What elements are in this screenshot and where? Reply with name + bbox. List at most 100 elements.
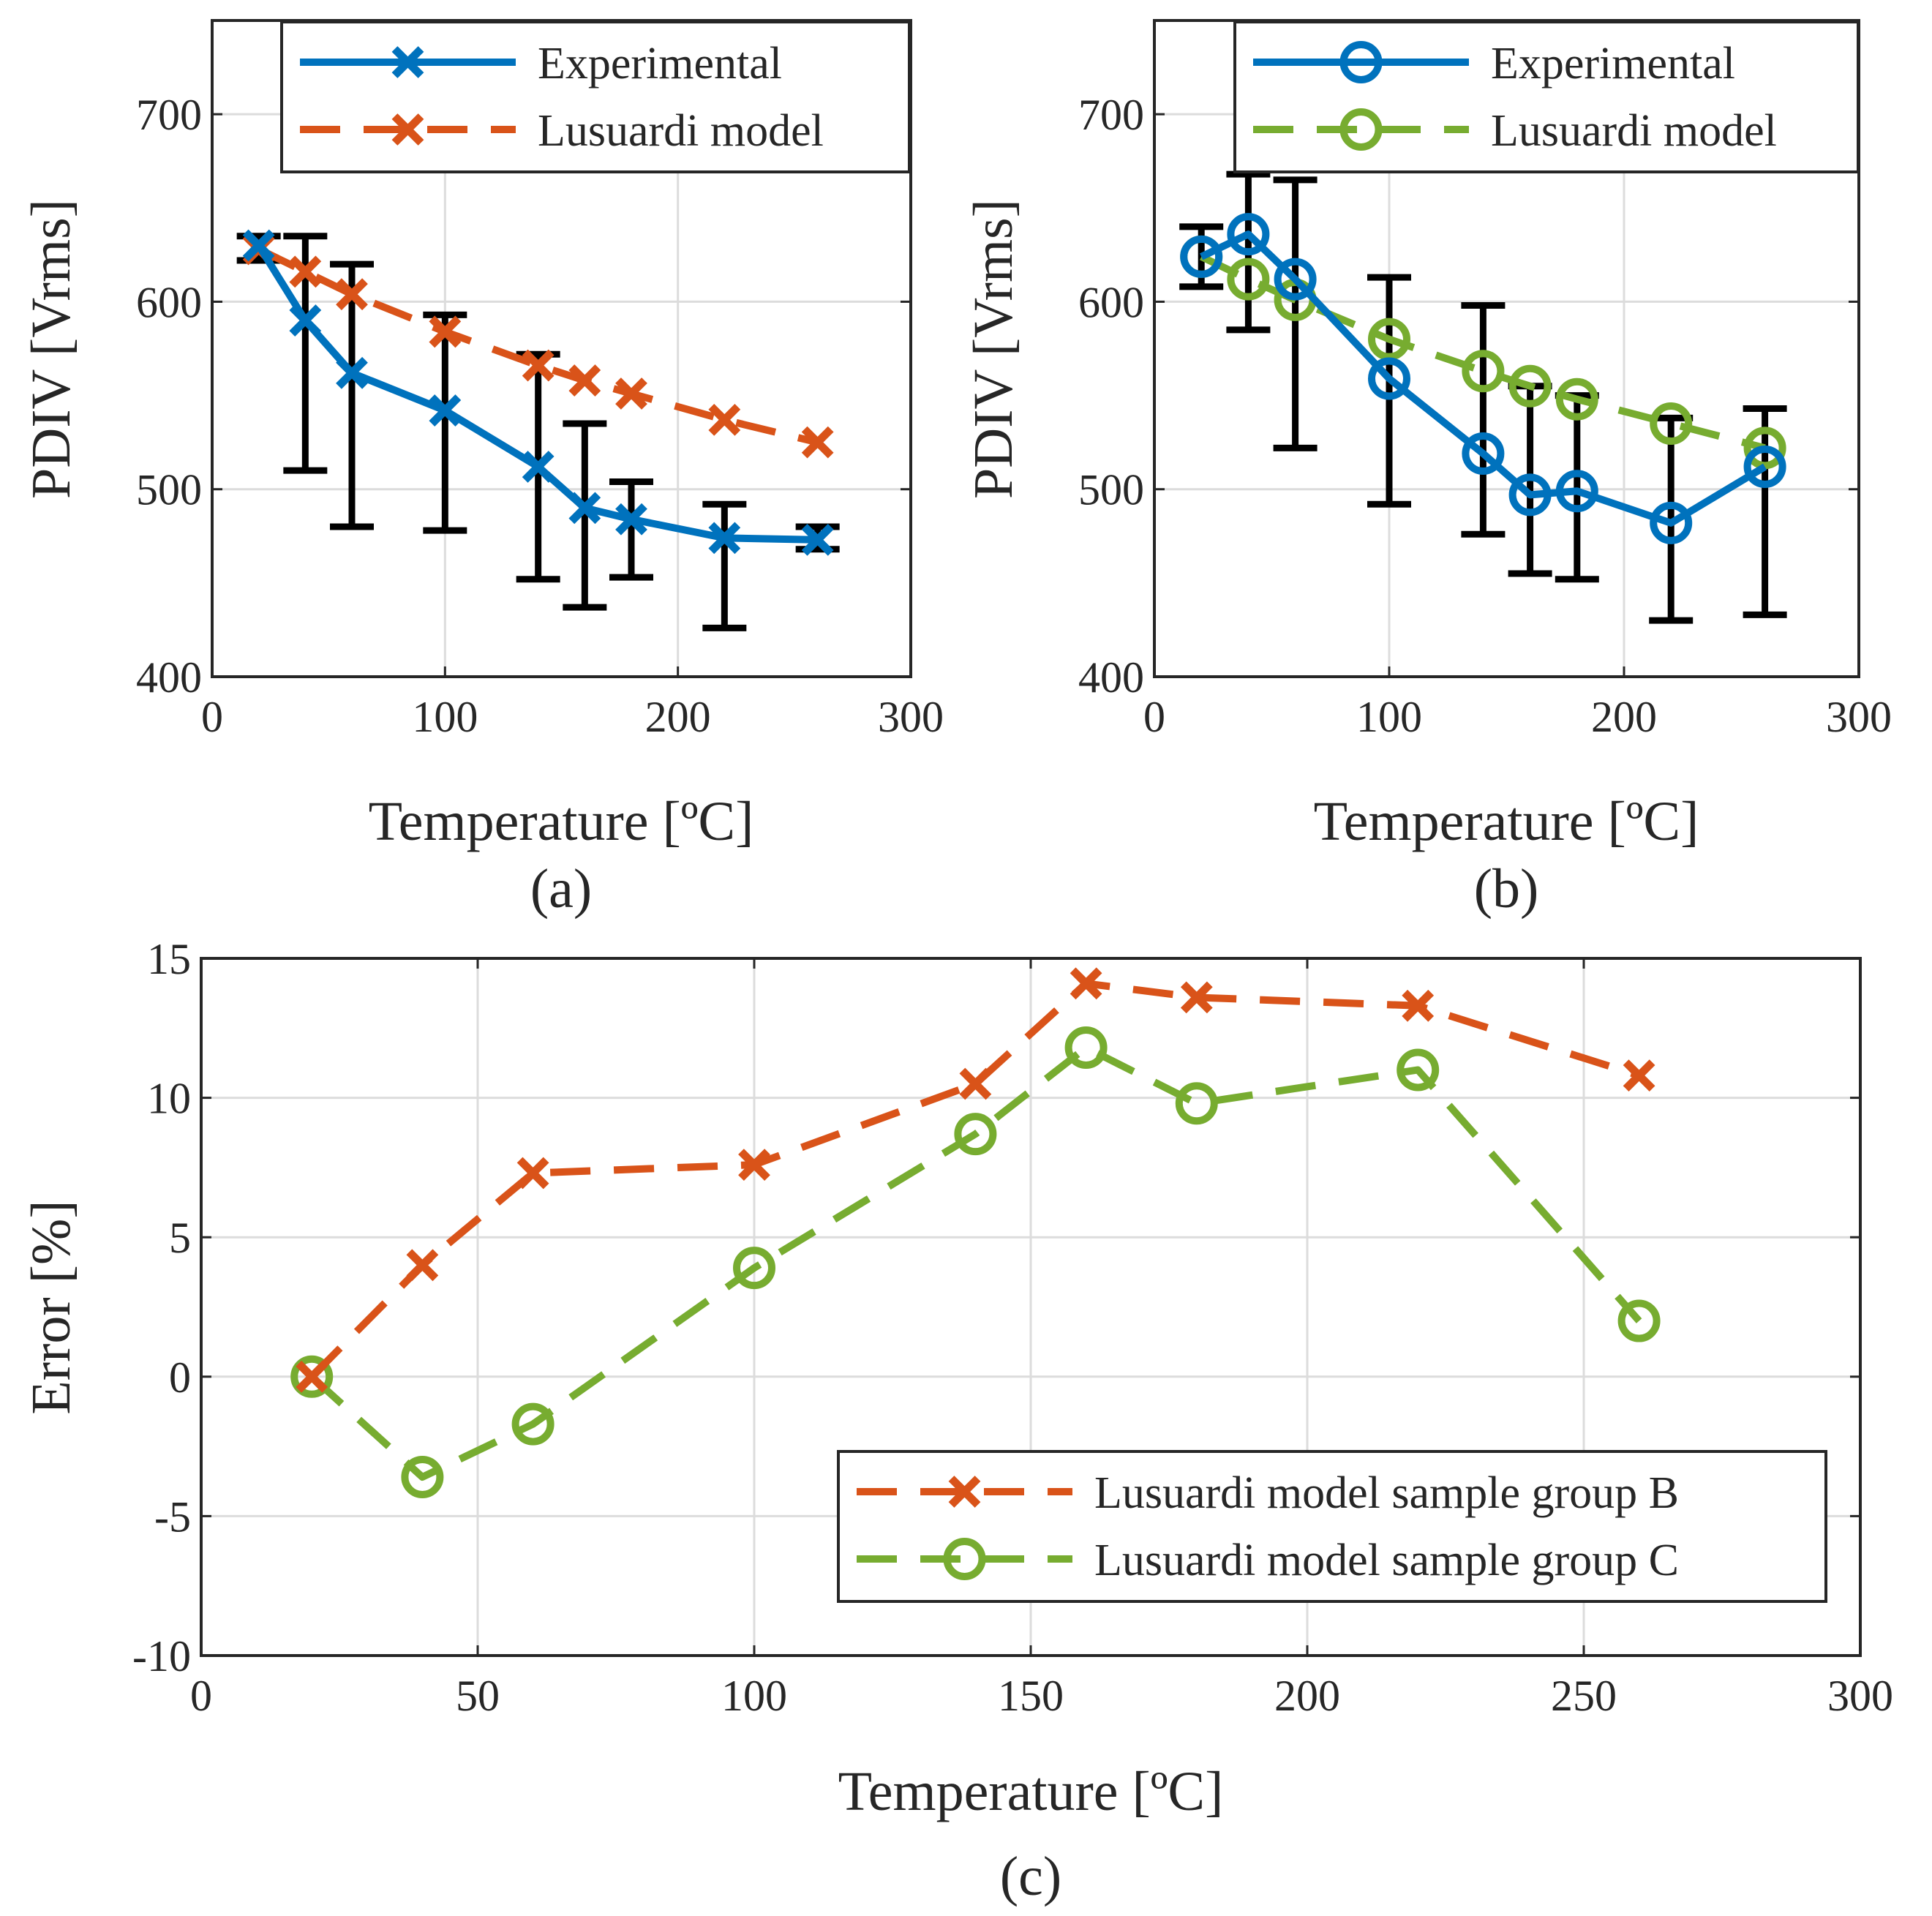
x-axis-label: Temperature [ºC]	[369, 791, 754, 852]
x-tick-label: 0	[190, 1672, 212, 1720]
y-tick-label: 400	[1078, 653, 1144, 702]
y-axis-label: PDIV [Vrms]	[20, 199, 82, 499]
y-tick-label: 5	[169, 1214, 191, 1262]
y-axis-label: Error [%]	[20, 1200, 82, 1414]
data-point	[1274, 258, 1317, 301]
error-bar	[609, 478, 653, 581]
data-point	[1462, 350, 1505, 393]
data-point	[1650, 402, 1693, 446]
data-point	[289, 255, 322, 288]
data-point	[429, 315, 462, 348]
data-point	[1180, 981, 1213, 1014]
y-tick-label: -5	[154, 1492, 191, 1541]
error-bar	[1461, 302, 1506, 538]
data-point	[290, 1355, 334, 1398]
data-point	[1555, 470, 1598, 513]
chart-panel-b: 0 100 200 300 400 500 600 700 Experimental Lusuar…	[963, 19, 1892, 920]
data-point	[1650, 501, 1693, 544]
legend-box	[837, 1450, 1827, 1603]
y-tick-label: 500	[1078, 466, 1144, 514]
data-point	[511, 1402, 555, 1446]
series-line	[309, 980, 1641, 1380]
data-point	[1397, 1048, 1440, 1092]
legend-label: Lusuardi model	[1491, 106, 1777, 156]
data-point	[336, 356, 368, 389]
x-tick-label: 100	[1356, 693, 1422, 741]
data-point	[1555, 377, 1598, 421]
data-point	[516, 1157, 549, 1190]
error-bar	[1367, 274, 1411, 508]
x-tick-label: 50	[456, 1672, 500, 1720]
data-point	[801, 426, 834, 459]
panel-caption: (c)	[1000, 1846, 1061, 1907]
data-point	[708, 522, 741, 555]
error-bar	[702, 500, 747, 631]
chart-panel-c: 0 50 100 150 200 250 300 -10 -5 0 5 10 15 Lusuardi mo…	[20, 935, 1893, 1907]
legend-box	[1233, 20, 1860, 173]
y-tick-label: 15	[147, 935, 191, 983]
data-point	[1617, 1299, 1661, 1342]
data-point	[801, 524, 834, 556]
x-tick-label: 250	[1551, 1672, 1617, 1720]
data-point	[1175, 1082, 1218, 1125]
data-point	[1227, 213, 1270, 256]
legend: Experimental Lusuardi model	[1233, 20, 1860, 173]
data-point	[1623, 1059, 1655, 1092]
x-tick-label: 200	[645, 693, 711, 741]
x-tick-label: 0	[201, 693, 223, 741]
data-point	[429, 394, 462, 427]
legend-marker	[943, 1538, 986, 1580]
data-point	[568, 364, 601, 397]
y-tick-label: 600	[136, 278, 202, 326]
legend-marker	[391, 113, 424, 146]
chart-panel-a: 0 100 200 300 400 500 600 700 Experimental Lusuar…	[20, 19, 944, 920]
data-point	[289, 304, 322, 337]
data-point	[1064, 1026, 1108, 1069]
x-tick-label: 100	[412, 693, 478, 741]
data-point	[522, 349, 555, 382]
data-point	[1227, 258, 1270, 301]
data-point	[568, 492, 601, 525]
legend: Experimental Lusuardi model	[280, 20, 911, 173]
error-bar	[330, 260, 374, 530]
data-point	[1743, 427, 1786, 470]
data-point	[954, 1113, 997, 1156]
data-point	[1070, 967, 1102, 1000]
data-point	[1508, 364, 1552, 407]
x-tick-label: 0	[1143, 693, 1165, 741]
x-tick-label: 150	[998, 1672, 1064, 1720]
data-point	[708, 404, 741, 436]
data-point	[959, 1067, 992, 1100]
legend-label: Lusuardi model	[538, 106, 824, 156]
data-point	[242, 229, 275, 262]
data-point	[1180, 235, 1223, 278]
x-tick-label: 200	[1591, 693, 1657, 741]
x-axis-label: Temperature [ºC]	[838, 1761, 1224, 1822]
data-point	[296, 1360, 328, 1393]
data-point	[733, 1247, 775, 1290]
legend: Lusuardi model sample group B Lusuardi mo…	[837, 1450, 1827, 1603]
data-point	[615, 503, 647, 536]
legend-label: Experimental	[538, 39, 782, 89]
series-line	[309, 1043, 1642, 1481]
data-point	[1508, 473, 1552, 516]
y-axis-label: PDIV [Vrms]	[963, 199, 1024, 499]
error-bar	[423, 311, 467, 534]
data-point	[1368, 357, 1410, 400]
y-tick-label: -10	[132, 1632, 191, 1680]
series-line	[257, 246, 819, 446]
legend-marker	[391, 46, 424, 78]
error-bar	[1743, 405, 1787, 618]
x-tick-label: 300	[1827, 1672, 1893, 1720]
y-tick-label: 400	[136, 653, 202, 702]
series-line	[1200, 230, 1767, 527]
y-tick-label: 10	[147, 1075, 191, 1123]
x-axis-label: Temperature [ºC]	[1314, 791, 1699, 852]
data-point	[615, 377, 647, 410]
x-tick-label: 300	[1826, 693, 1892, 741]
data-point	[401, 1456, 444, 1499]
legend-marker	[1339, 108, 1383, 151]
y-tick-label: 500	[136, 466, 202, 514]
data-point	[336, 278, 368, 311]
